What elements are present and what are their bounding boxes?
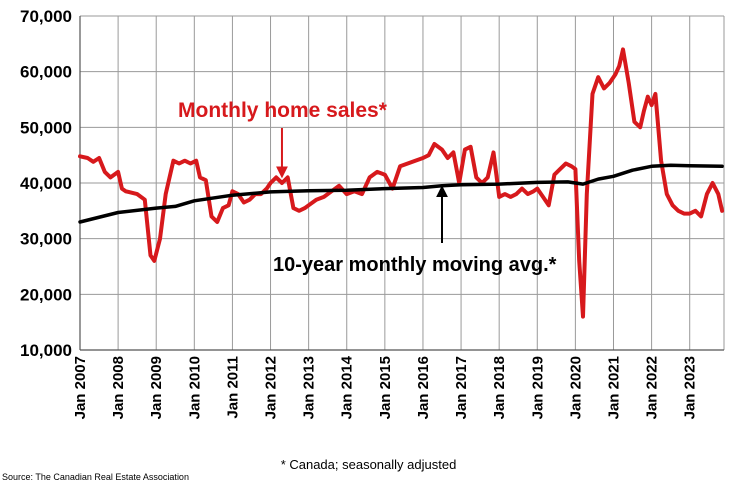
x-tick-label: Jan 2023 [682, 356, 699, 419]
x-tick-label: Jan 2019 [529, 356, 546, 419]
x-tick-label: Jan 2021 [605, 356, 622, 419]
y-tick-label: 20,000 [20, 285, 72, 304]
x-tick-label: Jan 2009 [148, 356, 165, 419]
sales-series-label: Monthly home sales* [178, 99, 388, 122]
x-tick-label: Jan 2020 [567, 356, 584, 419]
y-tick-label: 70,000 [20, 7, 72, 26]
source-note: Source: The Canadian Real Estate Associa… [2, 472, 189, 482]
y-tick-label: 10,000 [20, 341, 72, 360]
x-tick-label: Jan 2017 [453, 356, 470, 419]
x-tick-label: Jan 2011 [224, 356, 241, 419]
x-tick-label: Jan 2013 [301, 356, 318, 419]
x-tick-label: Jan 2014 [339, 355, 356, 419]
footnote: * Canada; seasonally adjusted [280, 457, 457, 472]
tick-labels: 10,000 20,000 30,000 40,000 50,000 60,000 70,0… [20, 7, 699, 419]
x-tick-label: Jan 2018 [491, 356, 508, 419]
series [78, 47, 725, 319]
x-tick-label: Jan 2022 [644, 356, 661, 419]
monthly-sales-line [78, 47, 725, 319]
y-tick-label: 60,000 [20, 63, 72, 82]
x-tick-label: Jan 2015 [377, 356, 394, 419]
x-tick-label: Jan 2016 [415, 356, 432, 419]
y-tick-label: 30,000 [20, 230, 72, 249]
moving-average-line [78, 163, 724, 224]
y-tick-label: 40,000 [20, 174, 72, 193]
y-tick-label: 50,000 [20, 118, 72, 137]
annotations: Monthly home sales* 10-year monthly movin… [178, 99, 557, 276]
x-tick-label: Jan 2012 [263, 356, 280, 419]
x-tick-label: Jan 2008 [110, 356, 127, 419]
x-tick-label: Jan 2007 [72, 356, 89, 419]
average-series-label: 10-year monthly moving avg.* [273, 254, 557, 276]
axes [79, 16, 724, 351]
x-tick-label: Jan 2010 [186, 356, 203, 419]
